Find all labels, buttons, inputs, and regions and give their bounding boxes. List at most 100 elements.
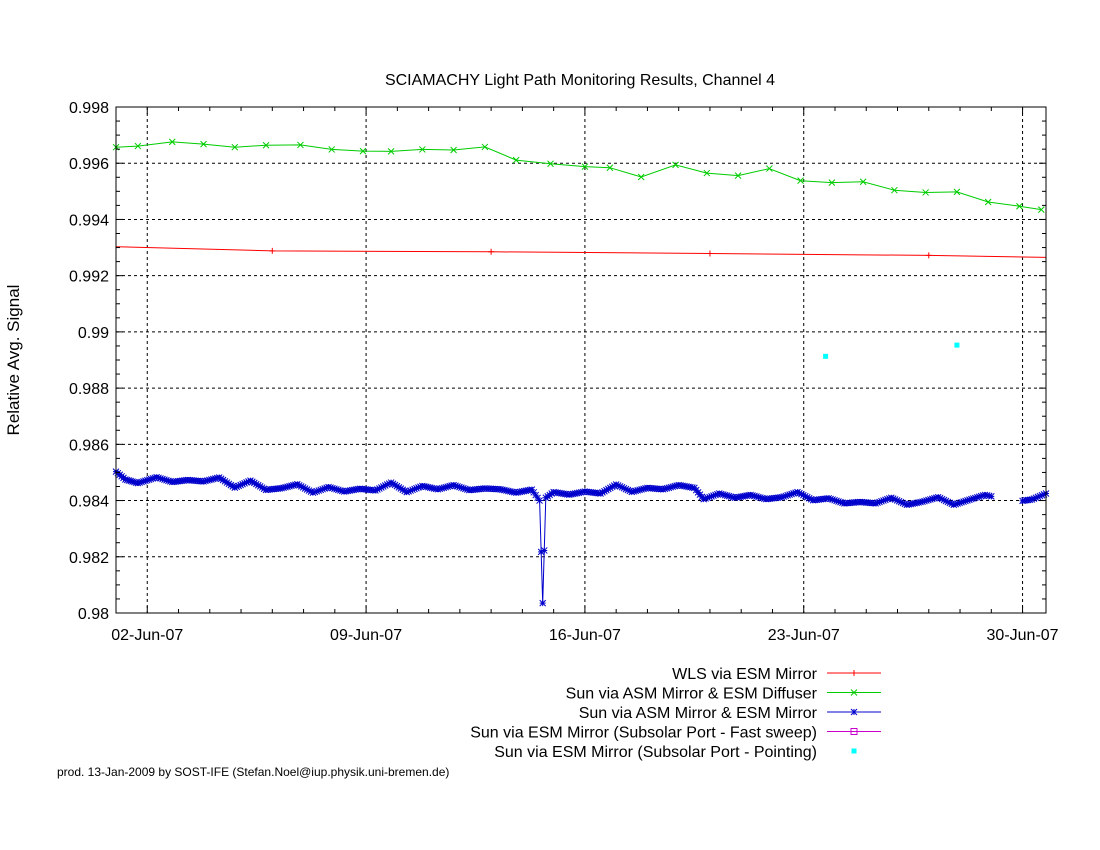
data-point — [825, 494, 833, 502]
y-tick-label: 0.98 — [78, 606, 109, 623]
data-point — [539, 599, 547, 607]
data-point — [299, 484, 307, 491]
data-point — [372, 487, 379, 494]
data-point — [147, 475, 155, 483]
data-point — [136, 479, 144, 486]
y-tick-label: 0.996 — [69, 156, 109, 173]
data-point — [161, 476, 168, 483]
data-point — [260, 485, 268, 493]
data-point — [409, 486, 416, 494]
data-point — [921, 497, 928, 505]
series-4 — [823, 342, 960, 359]
data-point — [606, 164, 614, 172]
data-point — [237, 481, 245, 489]
legend-swatch-marker — [851, 748, 857, 754]
data-point — [444, 483, 452, 491]
data-point — [461, 485, 469, 493]
data-point — [327, 484, 334, 491]
data-point — [328, 146, 336, 153]
data-point — [387, 479, 395, 486]
data-point — [297, 141, 304, 149]
data-point — [528, 486, 536, 493]
data-point — [405, 487, 413, 495]
data-point — [784, 491, 792, 499]
data-point — [799, 491, 807, 499]
x-tick-label: 16-Jun-07 — [549, 627, 621, 644]
data-point — [749, 492, 756, 499]
data-point — [954, 500, 962, 507]
data-point — [163, 476, 170, 484]
legend: WLS via ESM Mirror Sun via ASM Mirror & E… — [470, 666, 881, 761]
data-point — [665, 484, 673, 492]
data-point — [317, 486, 325, 494]
data-point — [801, 492, 809, 500]
data-point — [258, 484, 266, 491]
data-point — [704, 494, 711, 502]
data-point — [966, 496, 973, 504]
data-point — [329, 484, 336, 492]
data-point — [381, 482, 389, 489]
data-point — [786, 491, 794, 499]
data-point — [387, 148, 395, 155]
data-point — [780, 493, 788, 500]
data-point — [599, 489, 606, 496]
data-point — [891, 496, 899, 503]
data-point — [901, 500, 909, 508]
y-tick-label: 0.984 — [69, 494, 109, 511]
x-tick-label: 09-Jun-07 — [330, 627, 402, 644]
x-tick-label: 02-Jun-07 — [111, 627, 183, 644]
data-point — [456, 483, 463, 491]
data-point — [295, 481, 303, 489]
data-point — [922, 189, 930, 196]
data-point — [247, 477, 254, 484]
data-point — [165, 477, 172, 485]
data-point — [882, 496, 889, 504]
data-point — [256, 483, 264, 490]
data-point — [805, 494, 813, 502]
series-0 — [115, 246, 1047, 259]
data-point — [391, 481, 399, 489]
data-point — [790, 490, 797, 497]
data-point — [755, 493, 762, 501]
data-point — [794, 488, 801, 496]
legend-label: Sun via ASM Mirror & ESM Diffuser — [566, 686, 818, 703]
data-point — [958, 498, 965, 506]
data-point — [149, 475, 157, 482]
data-point — [954, 342, 960, 348]
data-point — [359, 147, 367, 155]
data-point — [946, 499, 954, 507]
data-point — [968, 495, 975, 503]
data-point — [897, 498, 905, 506]
data-point — [984, 198, 992, 206]
data-point — [166, 478, 174, 485]
data-point — [333, 485, 340, 493]
data-point — [446, 482, 454, 490]
data-point — [269, 247, 276, 254]
data-point — [231, 143, 239, 151]
data-point — [987, 492, 995, 500]
data-point — [887, 494, 895, 502]
data-point — [250, 479, 258, 487]
data-point — [889, 495, 897, 502]
data-point — [885, 495, 893, 502]
data-point — [891, 186, 898, 194]
data-point — [952, 500, 960, 508]
data-point — [703, 169, 711, 177]
data-point — [293, 480, 301, 488]
data-point — [971, 494, 979, 502]
data-point — [872, 500, 879, 507]
data-point — [659, 485, 667, 493]
data-point — [835, 498, 842, 505]
data-point — [140, 478, 147, 485]
data-point — [235, 482, 243, 490]
data-point — [233, 483, 241, 491]
data-point — [442, 483, 450, 491]
x-tick-label: 30-Jun-07 — [987, 627, 1059, 644]
data-point — [876, 498, 883, 506]
data-point — [132, 479, 140, 486]
data-point — [157, 475, 164, 482]
data-point — [153, 473, 160, 481]
data-point — [417, 483, 424, 491]
data-point — [977, 492, 985, 500]
data-point — [1034, 493, 1042, 501]
